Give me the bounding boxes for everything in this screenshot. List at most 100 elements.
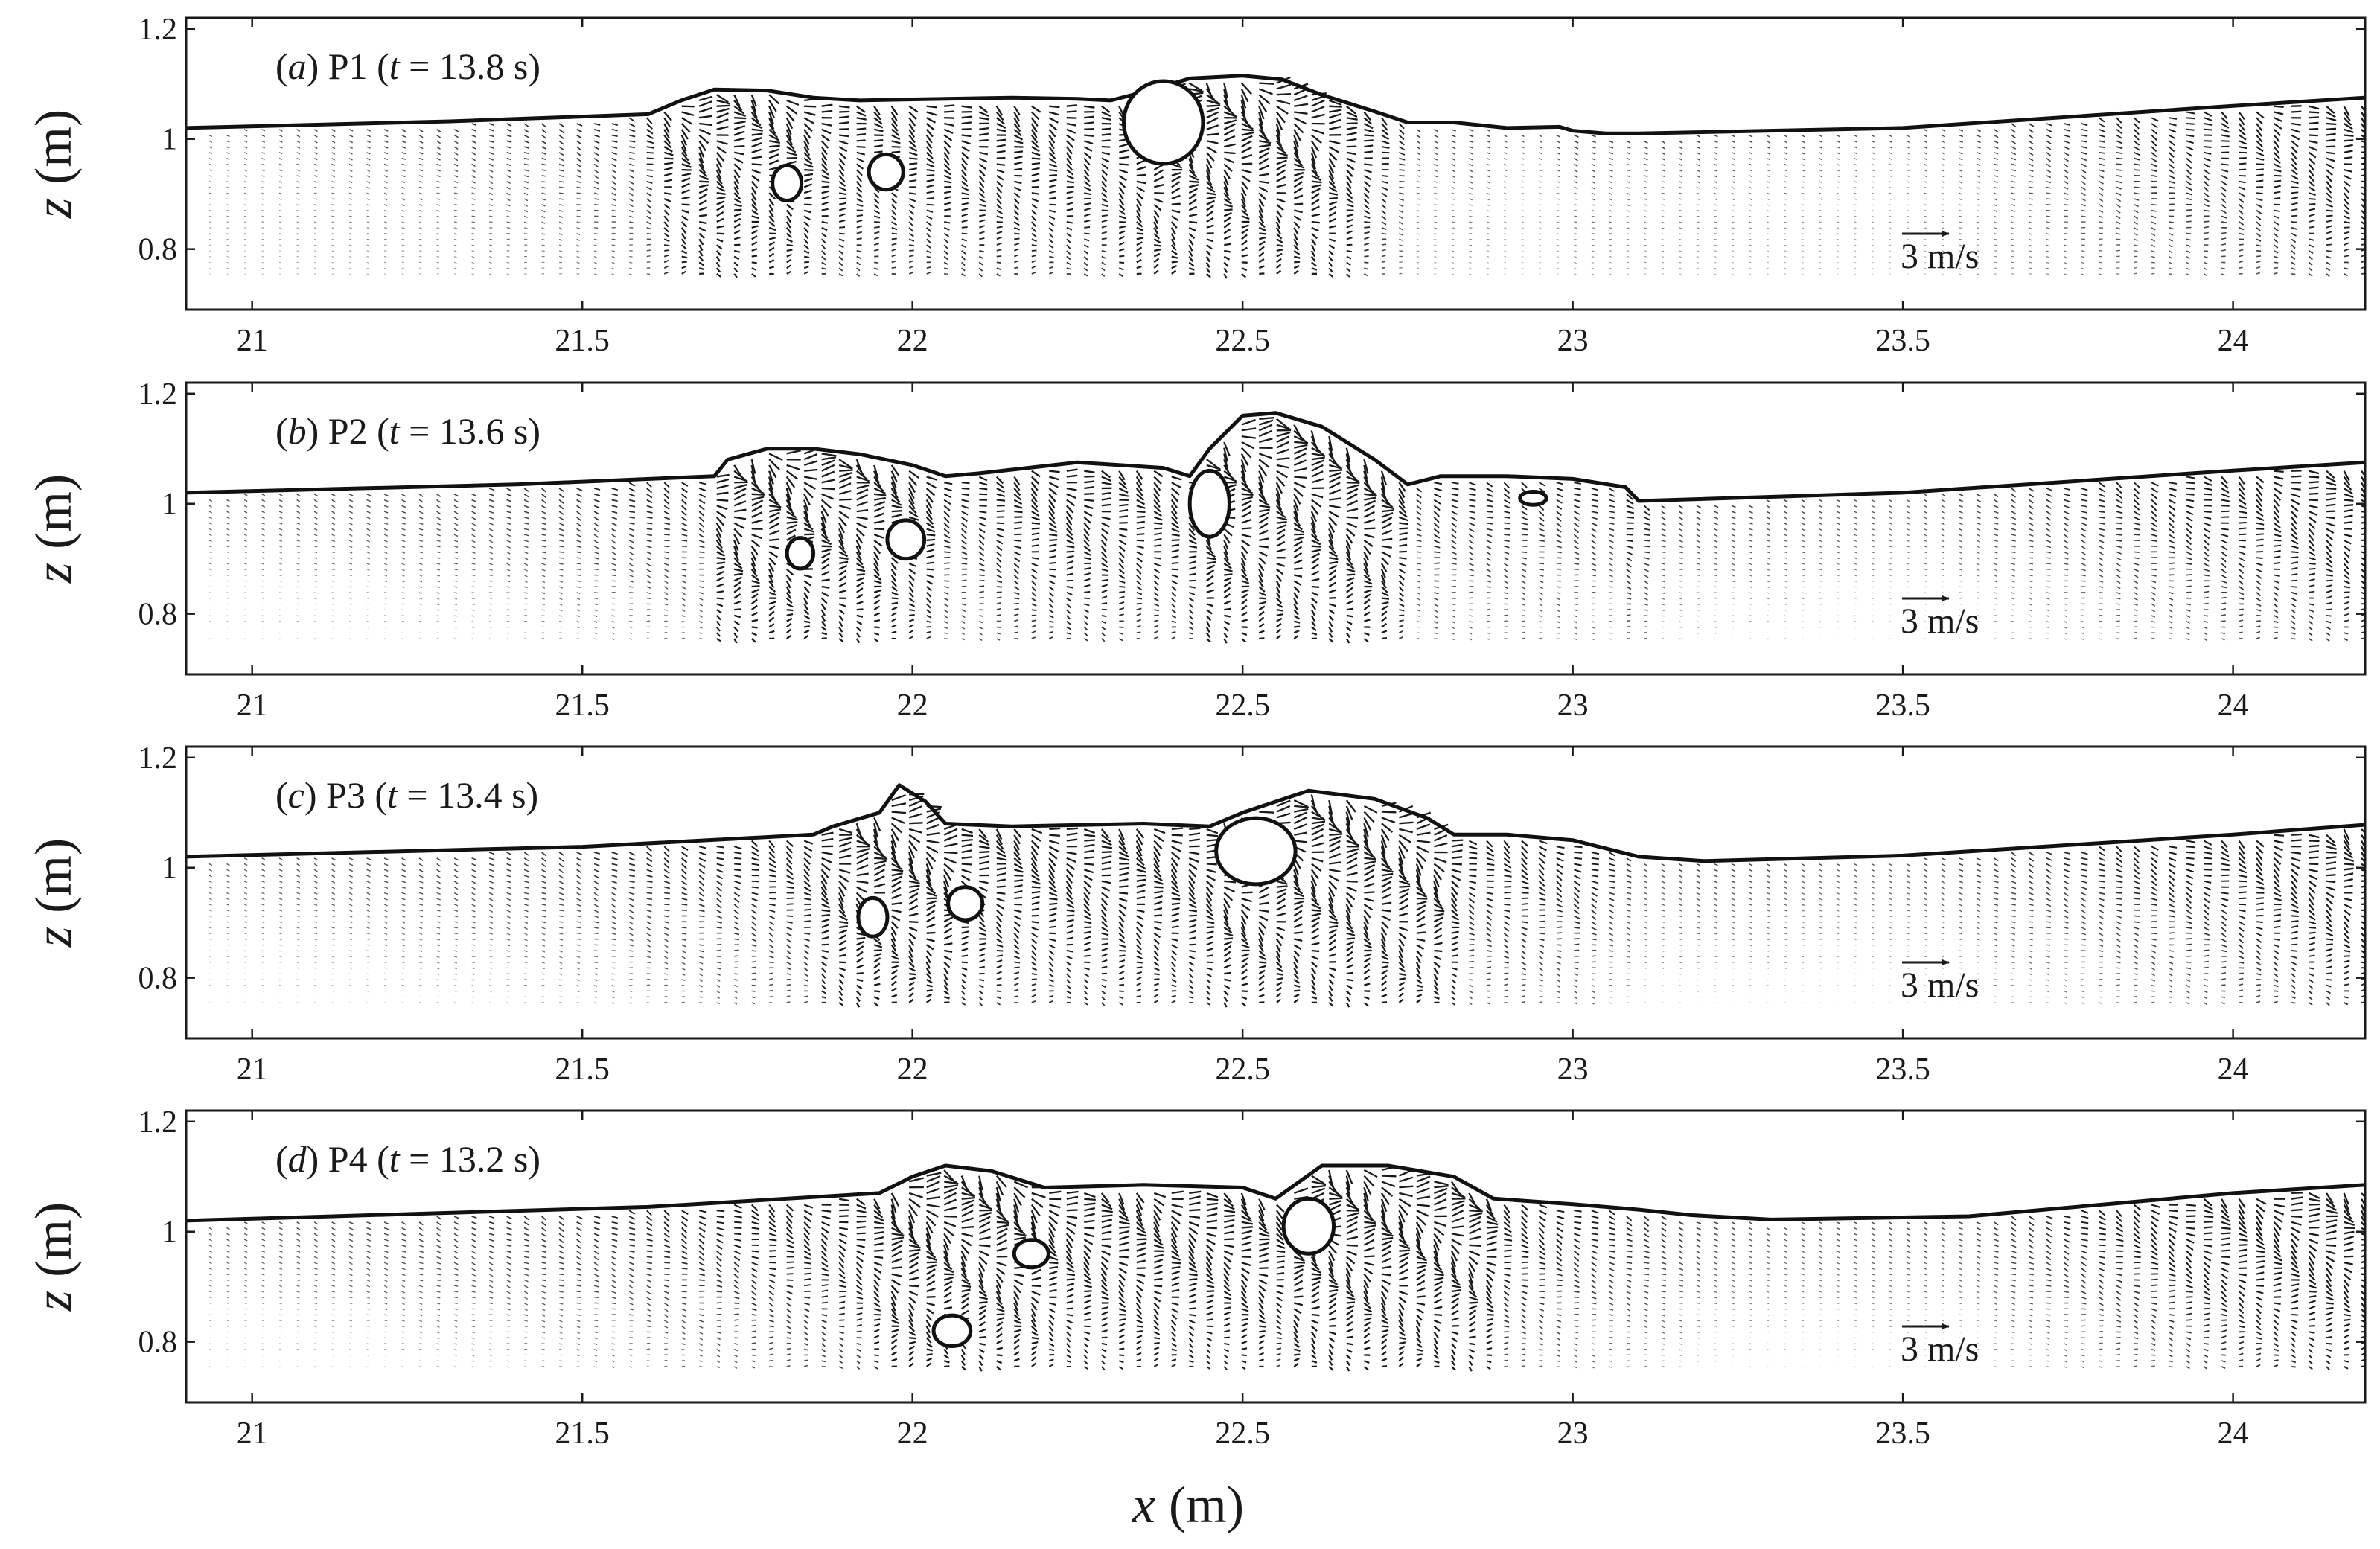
velocity-vector bbox=[838, 157, 846, 166]
velocity-vector bbox=[2326, 255, 2332, 259]
velocity-vector bbox=[2273, 129, 2282, 136]
velocity-vector bbox=[628, 204, 634, 208]
velocity-vector bbox=[2274, 238, 2279, 243]
velocity-vector bbox=[1924, 146, 1927, 149]
velocity-vector bbox=[2064, 256, 2067, 258]
velocity-vector bbox=[226, 528, 230, 531]
velocity-vector bbox=[2169, 123, 2177, 127]
velocity-vector bbox=[2064, 186, 2069, 190]
velocity-vector bbox=[1784, 227, 1787, 229]
velocity-vector bbox=[2169, 175, 2175, 179]
velocity-vector bbox=[226, 499, 230, 502]
velocity-vector bbox=[419, 250, 422, 252]
vector-column bbox=[1521, 134, 1525, 275]
velocity-vector bbox=[926, 191, 934, 194]
velocity-vector bbox=[1644, 146, 1648, 150]
velocity-vector bbox=[944, 586, 949, 589]
velocity-vector bbox=[1066, 244, 1071, 249]
velocity-vector bbox=[663, 221, 669, 228]
velocity-vector bbox=[2361, 168, 2365, 171]
vector-column bbox=[208, 499, 213, 639]
velocity-vector bbox=[663, 574, 669, 578]
velocity-vector bbox=[2029, 256, 2032, 258]
velocity-vector bbox=[366, 221, 370, 223]
velocity-vector bbox=[1801, 250, 1804, 252]
velocity-vector bbox=[593, 163, 599, 168]
velocity-vector bbox=[856, 601, 864, 605]
velocity-vector bbox=[961, 244, 967, 249]
velocity-vector bbox=[278, 505, 283, 508]
y-tick-label: 0.8 bbox=[138, 233, 178, 267]
velocity-vector bbox=[908, 494, 915, 505]
velocity-vector bbox=[279, 244, 282, 246]
velocity-vector bbox=[1626, 146, 1631, 149]
velocity-vector bbox=[1819, 221, 1822, 223]
velocity-vector bbox=[593, 597, 599, 600]
velocity-vector bbox=[1696, 157, 1700, 161]
velocity-vector bbox=[1836, 256, 1839, 258]
velocity-vector bbox=[856, 484, 870, 490]
velocity-vector bbox=[1941, 129, 1946, 132]
velocity-vector bbox=[558, 522, 564, 526]
velocity-vector bbox=[1469, 261, 1472, 264]
velocity-vector bbox=[1556, 175, 1560, 178]
velocity-vector bbox=[558, 134, 564, 139]
velocity-vector bbox=[1959, 134, 1964, 138]
velocity-vector bbox=[436, 215, 440, 218]
velocity-vector bbox=[2151, 209, 2157, 212]
velocity-vector bbox=[1171, 187, 1181, 194]
velocity-vector bbox=[611, 493, 618, 496]
velocity-vector bbox=[909, 167, 917, 171]
vector-column bbox=[401, 129, 406, 275]
velocity-vector bbox=[1451, 244, 1455, 246]
velocity-vector bbox=[785, 111, 795, 123]
velocity-vector bbox=[2203, 186, 2210, 192]
velocity-vector bbox=[1363, 209, 1371, 214]
velocity-vector bbox=[296, 569, 300, 571]
velocity-vector bbox=[1434, 256, 1437, 258]
velocity-vector bbox=[1083, 169, 1090, 177]
velocity-vector bbox=[366, 540, 371, 543]
velocity-vector bbox=[2011, 152, 2017, 156]
velocity-vector bbox=[926, 534, 936, 537]
velocity-vector bbox=[646, 204, 651, 208]
velocity-vector bbox=[541, 569, 546, 572]
velocity-vector bbox=[383, 175, 388, 178]
velocity-vector bbox=[1854, 163, 1857, 166]
velocity-vector bbox=[628, 482, 636, 487]
vector-column bbox=[628, 482, 636, 640]
velocity-vector bbox=[1416, 129, 1421, 132]
velocity-vector bbox=[1223, 222, 1231, 229]
velocity-vector bbox=[1101, 117, 1111, 121]
velocity-vector bbox=[856, 192, 863, 198]
velocity-vector bbox=[2204, 151, 2212, 155]
velocity-vector bbox=[926, 157, 934, 164]
velocity-vector bbox=[2344, 221, 2350, 224]
velocity-vector bbox=[961, 615, 966, 619]
velocity-vector bbox=[1416, 163, 1421, 167]
velocity-vector bbox=[1136, 258, 1142, 264]
velocity-vector bbox=[961, 551, 968, 555]
velocity-vector bbox=[681, 261, 687, 264]
velocity-vector bbox=[383, 192, 388, 195]
velocity-vector bbox=[296, 186, 300, 189]
velocity-vector bbox=[2116, 221, 2121, 225]
velocity-vector bbox=[1679, 250, 1682, 252]
velocity-vector bbox=[506, 273, 509, 275]
velocity-vector bbox=[1171, 264, 1178, 269]
velocity-vector bbox=[1188, 174, 1199, 181]
velocity-vector bbox=[1310, 146, 1318, 159]
velocity-vector bbox=[821, 487, 835, 491]
velocity-vector bbox=[506, 186, 511, 190]
velocity-vector bbox=[1994, 157, 1999, 160]
velocity-vector bbox=[2256, 146, 2264, 153]
velocity-vector bbox=[2081, 261, 2085, 264]
velocity-vector bbox=[453, 175, 459, 178]
velocity-vector bbox=[2326, 186, 2332, 194]
velocity-vector bbox=[1766, 163, 1770, 166]
velocity-vector bbox=[506, 522, 511, 526]
velocity-vector bbox=[646, 499, 653, 504]
velocity-vector bbox=[1328, 99, 1342, 106]
velocity-vector bbox=[786, 464, 800, 470]
velocity-vector bbox=[1556, 152, 1560, 155]
